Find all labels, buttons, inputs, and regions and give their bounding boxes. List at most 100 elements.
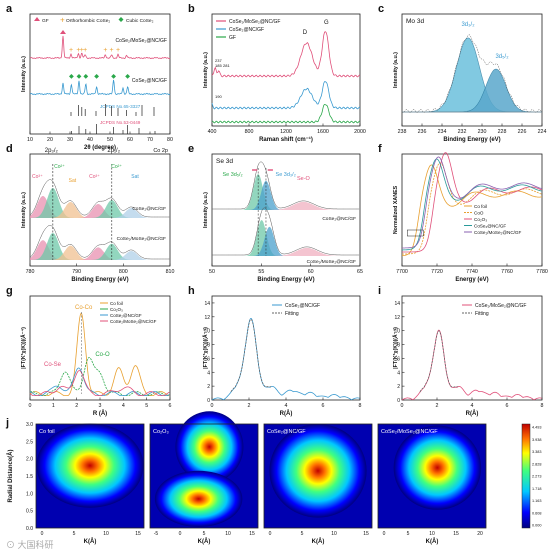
x-tick-label: 0	[179, 531, 182, 537]
ft-curve	[29, 370, 170, 396]
orthorhombic-peak-marker: +	[116, 47, 120, 54]
panel-g: g 0 1 2 3 4 5 6 R (Å) |FT(K³χ(K))|(Å⁻⁴) Co-Co Co-Se…	[6, 285, 172, 417]
se3d-envelope-cose2-mose2	[212, 207, 360, 256]
map-title: Co foil	[39, 429, 55, 435]
y-axis-label: Intensity (a.u.)	[21, 56, 27, 92]
x-tick-label: 5	[203, 531, 206, 537]
legend-label: CoSe₂@NC/GF	[474, 224, 506, 229]
panel-c: c 238 236 234 232 230 228 226 224 Binding Energy …	[378, 3, 546, 143]
wavelet-map: CoSe₂@NC/GF 0 5 10 15 K(Å)	[263, 423, 373, 545]
map-hotspot	[393, 425, 482, 510]
y-tick-label: 14	[204, 301, 210, 307]
peak-label: 281	[223, 63, 230, 68]
y-axis-label: Intensity (a.u.)	[203, 192, 209, 228]
xanes-curve	[401, 164, 543, 257]
x-tick-label: 810	[166, 269, 175, 275]
xanes-curve	[402, 152, 543, 253]
y-tick-label: 8	[397, 343, 400, 349]
legend-label: GF	[229, 35, 236, 41]
y-tick-label: 8	[207, 343, 210, 349]
mo-3d32-peak	[402, 37, 542, 113]
x-tick-label: 30	[67, 137, 73, 143]
y-tick-label: 1.0	[26, 491, 33, 497]
y-tick-label: 4	[397, 370, 400, 376]
map-hotspot	[269, 424, 367, 518]
orbital-label: 2p₁/₂	[107, 148, 120, 154]
map-title: CoSe₂/MoSe₂@NC/GF	[381, 429, 438, 435]
panel-f: f 7700 7720 7740 7760 7780 Energy (eV) Normaliz…	[378, 143, 548, 283]
y-tick-label: 12	[204, 315, 210, 321]
curve-label: CoSe₂/MoSe₂@NC/GF	[307, 259, 356, 265]
colorbar-tick-label: 4.493	[532, 426, 542, 430]
x-tick-label: 238	[398, 129, 407, 135]
panel-letter-e: e	[188, 143, 194, 155]
watermark: ⊙ 大国科研	[6, 540, 54, 550]
x-tick-label: 5	[301, 531, 304, 537]
x-tick-label: 8	[359, 403, 362, 409]
curve-label: CoSe₂@NC/GF	[132, 78, 167, 84]
colorbar-tick-label: 0.000	[532, 524, 542, 528]
colorbar-tick-label: 2.828	[532, 462, 542, 466]
cubic-peak-marker	[94, 74, 99, 79]
legend-label: CoSe₂/MoSe₂@NC/GF	[475, 303, 526, 309]
legend-label: CoSe₂/MoSe₂@NC/GF	[110, 319, 157, 324]
raman-curve-cose2	[211, 81, 361, 110]
inset-box	[407, 229, 424, 237]
y-axis-label: |FT(K³χ(K))|(Å⁻⁴)	[20, 327, 27, 369]
x-tick-label: 4	[471, 403, 474, 409]
y-axis-label: Intensity (a.u.)	[203, 52, 209, 88]
orthorhombic-peak-marker: +	[83, 47, 87, 54]
xanes-curve	[402, 156, 543, 249]
panel-letter-j: j	[5, 417, 9, 429]
se3d-component-cose2	[212, 180, 360, 210]
legend-label: CoSe₂/MoSe₂@NC/GF	[229, 19, 280, 25]
se3d-component-cose2	[212, 201, 360, 210]
x-tick-label: 10	[429, 531, 435, 537]
y-axis-label: Intensity (a.u.)	[21, 192, 27, 228]
x-tick-label: 7700	[396, 269, 408, 275]
orthorhombic-peak-marker: +	[110, 47, 114, 54]
x-tick-label: 1600	[317, 129, 329, 135]
panel-b: b 400 800 1200 1600 2000 Raman shift (cm⁻¹) Int…	[188, 3, 366, 143]
colorbar-tick-label: 3.938	[532, 438, 542, 442]
peak-label: Co²⁺	[111, 164, 122, 170]
raman-curve-cose2-mose2	[211, 31, 361, 78]
x-axis-label: 2θ (degree)	[84, 145, 116, 151]
x-tick-label: 800	[245, 129, 254, 135]
y-tick-label: 3.0	[26, 422, 33, 428]
curve-label: CoSe₂@NC/GF	[322, 216, 356, 222]
x-tick-label: 2	[436, 403, 439, 409]
legend-label: CoSe₂@NC/GF	[285, 303, 320, 309]
x-tick-label: 7740	[466, 269, 478, 275]
curve-label: CoSe₂@NC/GF	[132, 206, 166, 212]
x-tick-label: 400	[208, 129, 217, 135]
x-axis-label: K(Å)	[198, 538, 211, 545]
x-tick-label: 232	[458, 129, 467, 135]
x-tick-label: 6	[169, 403, 172, 409]
x-tick-label: 10	[331, 531, 337, 537]
x-tick-label: 0	[269, 531, 272, 537]
panel-letter-d: d	[6, 143, 13, 155]
x-tick-label: 60	[308, 269, 314, 275]
x-tick-label: 8	[541, 403, 544, 409]
raman-curve-gf	[212, 104, 361, 124]
x-tick-label: -5	[154, 531, 159, 537]
colorbar-tick-label: 2.273	[532, 475, 542, 479]
x-tick-label: 15	[453, 531, 459, 537]
x-tick-label: 50	[107, 137, 113, 143]
colorbar-tick-label: 1.163	[532, 499, 542, 503]
peak-label: Sat	[131, 174, 139, 180]
x-tick-label: 4	[122, 403, 125, 409]
y-tick-label: 0	[397, 398, 400, 404]
co2p-component-cose2-mose2	[30, 247, 170, 260]
map-frame	[263, 423, 373, 529]
x-tick-label: 80	[167, 137, 173, 143]
legend-label: CoO	[474, 211, 484, 216]
map-frame	[35, 423, 145, 529]
legend-label: Fitting	[475, 311, 489, 317]
x-tick-label: 4	[285, 403, 288, 409]
xrd-curve-cose2-mose2	[29, 35, 171, 60]
co2p-envelope-cose2	[29, 179, 170, 218]
x-axis-label: Raman shift (cm⁻¹)	[259, 136, 313, 143]
